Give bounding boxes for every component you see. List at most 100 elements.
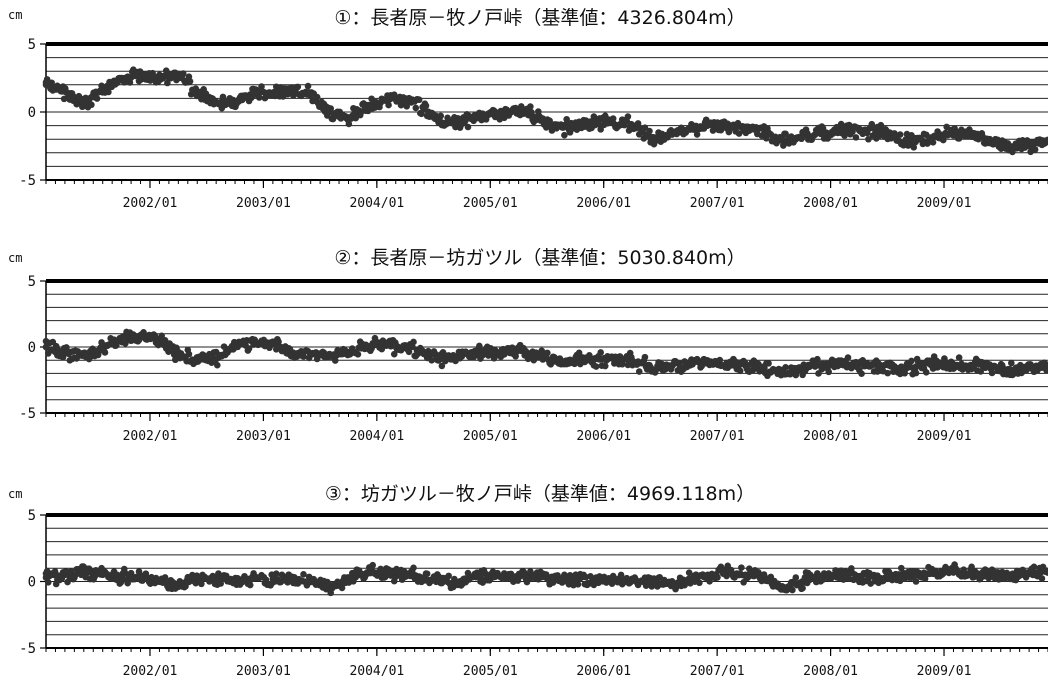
data-point	[617, 571, 625, 579]
data-point	[124, 579, 131, 587]
data-point	[546, 117, 553, 125]
data-point	[105, 88, 112, 96]
data-point	[641, 353, 649, 361]
data-point	[641, 124, 649, 131]
x-tick-label: 2008/01	[803, 196, 858, 211]
data-point	[755, 569, 762, 576]
data-point	[88, 101, 95, 109]
data-point	[782, 364, 789, 371]
chart-panel-3: cm ③：坊ガツル－牧ノ戸峠（基準値：4969.118m） 5 0 -5 2002/0…	[8, 483, 1048, 679]
unit-label: cm	[8, 251, 22, 265]
data-point	[765, 360, 772, 367]
data-point	[574, 581, 582, 588]
data-point	[782, 130, 789, 138]
unit-label: cm	[8, 487, 22, 501]
data-point	[922, 369, 930, 376]
data-point	[609, 115, 617, 122]
y-tick-label: -5	[19, 406, 36, 422]
data-point	[912, 578, 920, 585]
data-point	[331, 357, 339, 364]
data-point	[304, 82, 312, 90]
data-point	[338, 584, 346, 592]
data-point	[1008, 359, 1015, 367]
data-point	[738, 564, 745, 571]
data-point	[825, 368, 832, 376]
data-point	[67, 568, 75, 575]
data-point	[1042, 360, 1048, 368]
data-point	[415, 96, 423, 104]
data-point	[597, 349, 604, 356]
x-tick-label: 2002/01	[123, 664, 178, 679]
data-point	[977, 368, 984, 375]
data-point	[258, 83, 265, 90]
data-point	[245, 345, 253, 352]
data-point	[1044, 569, 1048, 576]
data-point	[852, 134, 860, 141]
data-point	[255, 94, 263, 101]
data-point	[858, 370, 865, 377]
x-tick-label: 2009/01	[917, 429, 972, 444]
data-point	[135, 568, 143, 575]
data-point	[63, 344, 70, 351]
chart-title: ②：長者原－坊ガツル（基準値：5030.840m）	[334, 247, 745, 269]
x-tick-label: 2008/01	[803, 664, 858, 679]
data-point	[246, 581, 254, 589]
data-point	[44, 579, 52, 586]
x-tick-label: 2009/01	[917, 664, 972, 679]
data-point	[101, 349, 109, 356]
data-point	[403, 103, 411, 110]
data-point	[792, 574, 800, 581]
data-point	[696, 579, 703, 587]
data-point	[716, 356, 724, 364]
data-point	[601, 362, 609, 370]
data-point	[161, 574, 169, 581]
y-tick-label: 5	[28, 508, 36, 524]
y-tick-label: 0	[28, 575, 36, 591]
plot-area: 5 0 -5 2002/01 2003/01 2004/01 2005/01 2006/01 2…	[19, 37, 1048, 211]
data-point	[884, 369, 891, 377]
x-tick-label: 2007/01	[690, 429, 745, 444]
x-tick-label: 2007/01	[690, 196, 745, 211]
data-point	[140, 329, 147, 336]
data-point	[294, 83, 302, 91]
chart-panel-1: cm ①：長者原－牧ノ戸峠（基準値：4326.804m） 5 0 -5 2002/01…	[8, 7, 1048, 211]
data-point	[158, 332, 166, 340]
x-tick-label: 2003/01	[236, 429, 291, 444]
data-point	[1005, 365, 1013, 373]
plot-area: 5 0 -5 2002/01 2003/01 2004/01 2005/01 2006/01 2…	[19, 274, 1048, 444]
chart-title: ①：長者原－牧ノ戸峠（基準値：4326.804m）	[334, 7, 745, 29]
data-point	[327, 105, 335, 112]
data-point	[527, 103, 534, 110]
data-point	[385, 101, 392, 109]
x-tick-label: 2005/01	[463, 429, 518, 444]
data-point	[736, 367, 744, 375]
y-tick-label: 5	[28, 274, 36, 290]
data-point	[595, 120, 602, 128]
data-point	[117, 579, 125, 586]
data-point	[431, 350, 439, 357]
data-point	[186, 78, 194, 85]
data-point	[198, 580, 205, 588]
data-point	[1030, 563, 1038, 571]
data-point	[1044, 366, 1048, 373]
data-point	[410, 564, 417, 572]
data-point	[587, 573, 594, 580]
data-point	[597, 126, 604, 133]
data-point	[877, 121, 885, 129]
data-point	[445, 572, 452, 580]
x-tick-label: 2004/01	[349, 196, 404, 211]
data-point	[714, 574, 721, 581]
unit-label: cm	[8, 8, 22, 22]
y-tick-label: -5	[19, 173, 36, 189]
data-point	[422, 102, 430, 110]
x-tick-label: 2006/01	[576, 664, 631, 679]
data-point	[476, 342, 483, 350]
data-point	[438, 362, 446, 370]
data-point	[635, 368, 643, 375]
data-point	[646, 127, 653, 135]
data-point	[179, 70, 187, 77]
data-point	[875, 132, 882, 140]
data-point	[91, 573, 99, 580]
data-point	[789, 586, 796, 594]
